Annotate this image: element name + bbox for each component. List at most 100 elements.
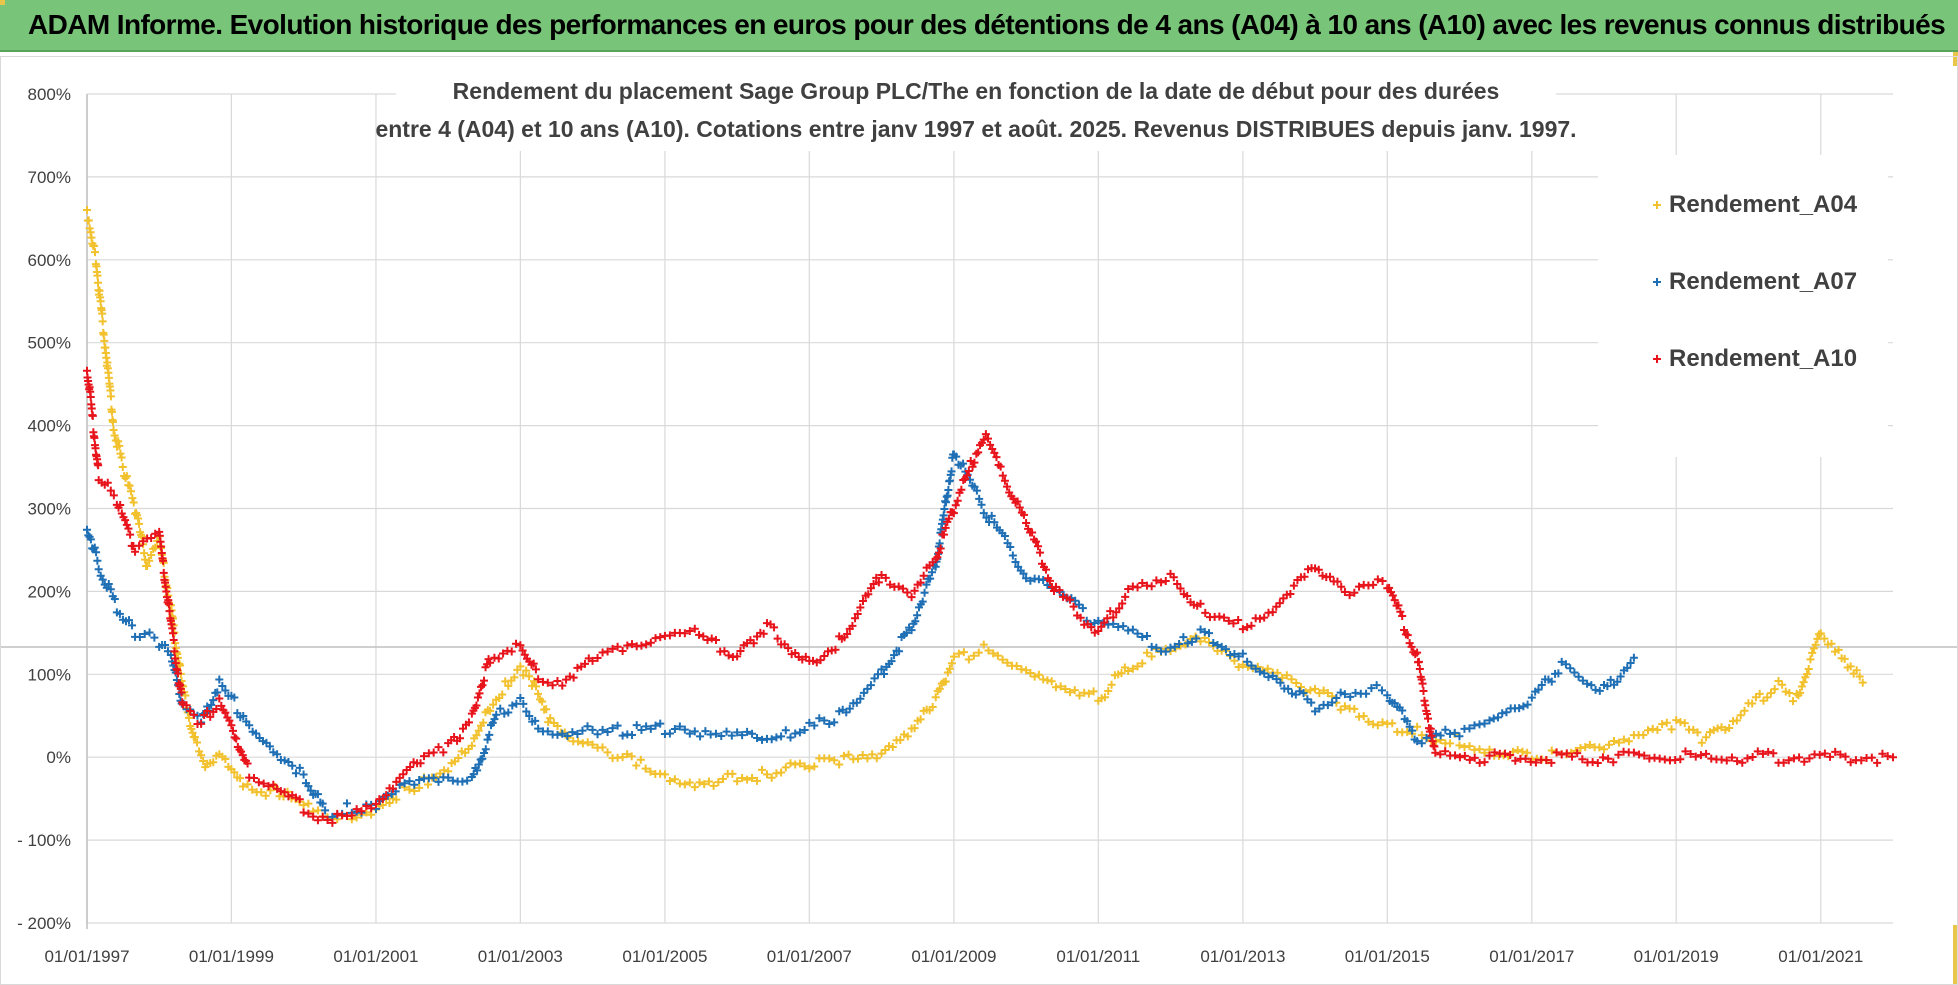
- data-point: [94, 461, 103, 470]
- data-point: [439, 748, 448, 757]
- series-Rendement_A07: [83, 450, 1638, 824]
- data-point: [1138, 578, 1147, 587]
- data-point: [743, 727, 752, 736]
- data-point: [1619, 735, 1628, 744]
- data-point: [106, 392, 115, 401]
- data-point: [538, 697, 547, 706]
- data-point: [83, 525, 91, 534]
- data-point: [957, 485, 966, 494]
- data-point: [117, 509, 126, 518]
- data-point: [510, 673, 519, 682]
- data-point: [1557, 750, 1566, 759]
- data-point: [920, 588, 929, 597]
- data-point: [974, 448, 983, 457]
- data-point: [500, 709, 509, 718]
- data-point: [714, 778, 723, 787]
- data-point: [1287, 689, 1296, 698]
- data-point: [593, 730, 602, 739]
- data-point: [1725, 723, 1734, 732]
- legend-background: [1598, 155, 1888, 457]
- data-point: [190, 733, 199, 742]
- data-point: [1278, 673, 1287, 682]
- data-point: [534, 724, 543, 733]
- data-point: [979, 509, 988, 518]
- data-point: [490, 715, 499, 724]
- data-point: [485, 730, 494, 739]
- data-point: [1450, 728, 1459, 737]
- data-point: [1372, 681, 1381, 690]
- data-point: [1319, 686, 1328, 695]
- data-point: [941, 677, 950, 686]
- data-point: [1826, 752, 1835, 761]
- data-point: [928, 702, 937, 711]
- data-point: [1547, 677, 1556, 686]
- data-point: [738, 731, 747, 740]
- data-point: [1521, 754, 1530, 763]
- data-point: [124, 616, 133, 625]
- data-point: [1796, 688, 1805, 697]
- data-point: [1722, 756, 1731, 765]
- data-point: [852, 698, 861, 707]
- data-point: [138, 532, 147, 541]
- data-point: [88, 411, 97, 420]
- data-point: [1388, 591, 1397, 600]
- data-point: [1332, 694, 1341, 703]
- data-point: [230, 733, 239, 742]
- data-point: [835, 760, 844, 769]
- data-point: [800, 762, 809, 771]
- data-point: [1635, 750, 1644, 759]
- data-point: [1624, 737, 1633, 746]
- data-point: [1176, 584, 1185, 593]
- data-point: [563, 732, 572, 741]
- data-point: [504, 681, 513, 690]
- data-point: [809, 656, 818, 665]
- data-point: [230, 693, 239, 702]
- data-point: [886, 580, 895, 589]
- data-point: [507, 647, 516, 656]
- data-point: [1436, 731, 1445, 740]
- chart-title-background: [396, 61, 1556, 151]
- data-point: [618, 731, 627, 740]
- banner: ADAM Informe. Evolution historique des p…: [0, 0, 1958, 52]
- y-tick-label: 300%: [28, 500, 71, 519]
- data-point: [1161, 647, 1170, 656]
- data-point: [1680, 719, 1689, 728]
- data-point: [1639, 731, 1648, 740]
- data-point: [613, 721, 622, 730]
- data-point: [699, 632, 708, 641]
- data-point: [90, 543, 99, 552]
- data-point: [1055, 586, 1064, 595]
- data-point: [1336, 705, 1345, 714]
- data-point: [90, 433, 99, 442]
- data-point: [719, 774, 728, 783]
- data-point: [135, 541, 144, 550]
- data-point: [962, 471, 971, 480]
- data-point: [1511, 756, 1520, 765]
- data-point: [1733, 757, 1742, 766]
- data-point: [1480, 748, 1489, 757]
- data-point: [116, 500, 125, 509]
- data-point: [1578, 755, 1587, 764]
- data-point: [670, 775, 679, 784]
- data-point: [215, 694, 224, 703]
- data-point: [1084, 689, 1093, 698]
- data-point: [159, 556, 168, 565]
- data-point: [777, 732, 786, 741]
- data-point: [318, 812, 327, 821]
- data-point: [410, 780, 419, 789]
- data-point: [1769, 749, 1778, 758]
- data-point: [1562, 749, 1571, 758]
- data-point: [1367, 684, 1376, 693]
- data-point: [665, 777, 674, 786]
- data-point: [881, 573, 890, 582]
- data-point: [1867, 753, 1876, 762]
- data-point: [388, 784, 397, 793]
- data-point: [1681, 747, 1690, 756]
- data-point: [239, 711, 248, 720]
- data-point: [1142, 631, 1151, 640]
- data-point: [919, 571, 928, 580]
- data-point: [209, 758, 218, 767]
- data-point: [993, 651, 1002, 660]
- data-point: [1075, 691, 1084, 700]
- data-point: [848, 621, 857, 630]
